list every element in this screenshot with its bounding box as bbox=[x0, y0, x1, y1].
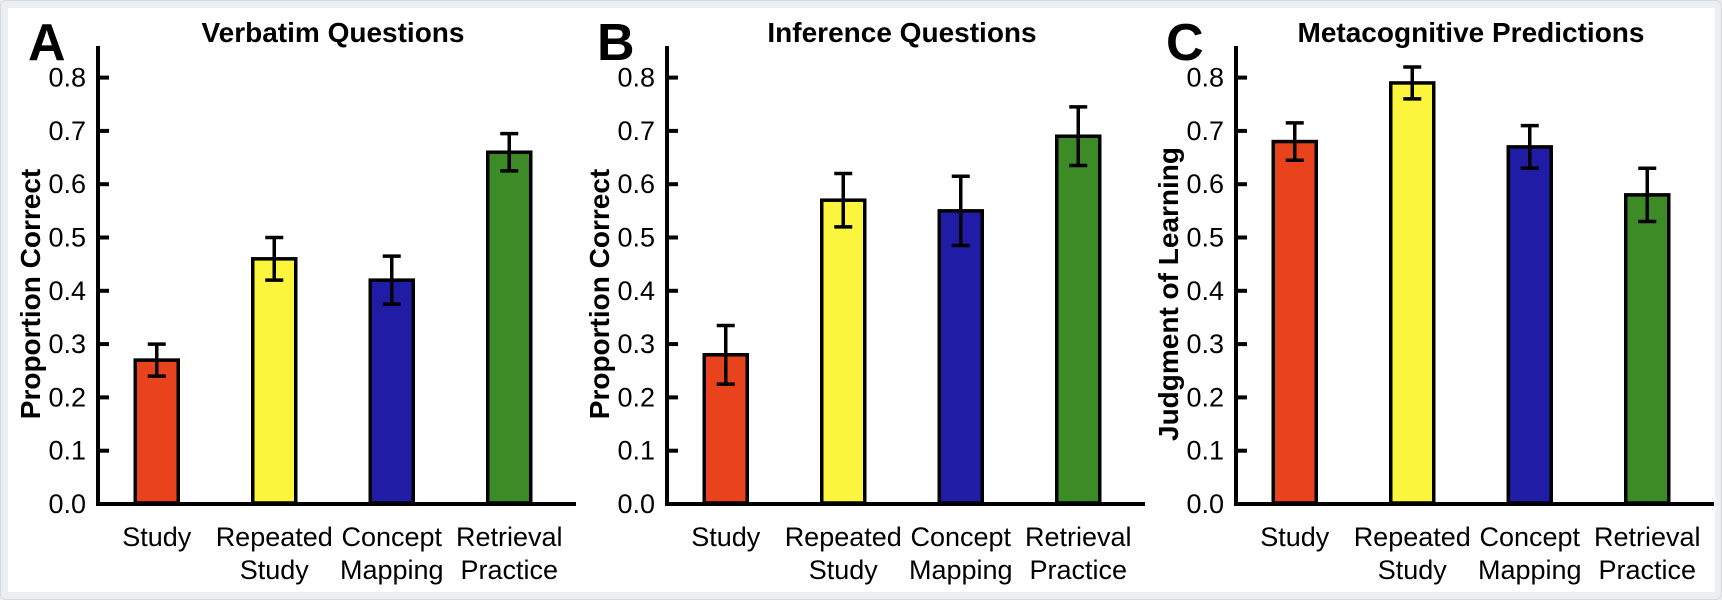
x-category-label-concept-mapping: Concept bbox=[1479, 522, 1580, 552]
x-category-label-study: Study bbox=[122, 522, 192, 552]
y-tick-label: 0.8 bbox=[617, 63, 655, 93]
y-tick-label: 0.7 bbox=[1186, 116, 1224, 146]
x-category-label-concept-mapping: Mapping bbox=[340, 555, 444, 585]
chart-verbatim-questions: A Verbatim Questions Proportion Correct 0.0… bbox=[15, 14, 576, 585]
x-category-label-retrieval-practice: Practice bbox=[460, 555, 558, 585]
bar-concept-mapping bbox=[937, 209, 984, 505]
y-axis-label: Proportion Correct bbox=[584, 169, 615, 419]
x-category-label-repeated-study: Repeated bbox=[785, 522, 902, 552]
y-tick-label: 0.2 bbox=[1186, 382, 1224, 412]
y-tick-label: 0.5 bbox=[1186, 223, 1224, 253]
x-category-label-repeated-study: Study bbox=[809, 555, 879, 585]
chart-title: Metacognitive Predictions bbox=[1298, 17, 1645, 48]
y-tick-label: 0.4 bbox=[617, 276, 655, 306]
y-tick-label: 0.0 bbox=[1186, 489, 1224, 519]
chart-title: Inference Questions bbox=[767, 17, 1036, 48]
y-tick-label: 0.6 bbox=[1186, 169, 1224, 199]
bar-study bbox=[133, 358, 180, 505]
bar-retrieval-practice bbox=[1624, 193, 1671, 505]
y-tick-label: 0.2 bbox=[48, 382, 86, 412]
x-category-label-concept-mapping: Mapping bbox=[1478, 555, 1582, 585]
x-category-label-repeated-study: Study bbox=[240, 555, 310, 585]
y-tick-label: 0.0 bbox=[617, 489, 655, 519]
chart-title: Verbatim Questions bbox=[202, 17, 465, 48]
y-axis-label: Judgment of Learning bbox=[1153, 147, 1184, 441]
y-tick-label: 0.2 bbox=[617, 382, 655, 412]
x-category-label-concept-mapping: Concept bbox=[910, 522, 1011, 552]
x-category-label-study: Study bbox=[1260, 522, 1330, 552]
x-category-label-concept-mapping: Mapping bbox=[909, 555, 1013, 585]
y-tick-label: 0.3 bbox=[48, 329, 86, 359]
y-tick-label: 0.1 bbox=[1186, 436, 1224, 466]
figure-canvas: A Verbatim Questions Proportion Correct 0.0… bbox=[8, 8, 1715, 592]
y-tick-label: 0.7 bbox=[617, 116, 655, 146]
y-tick-label: 0.8 bbox=[1186, 63, 1224, 93]
x-category-label-retrieval-practice: Practice bbox=[1029, 555, 1127, 585]
bar-concept-mapping bbox=[1506, 145, 1553, 505]
x-category-label-retrieval-practice: Retrieval bbox=[1025, 522, 1132, 552]
y-tick-label: 0.5 bbox=[48, 223, 86, 253]
x-category-label-retrieval-practice: Practice bbox=[1598, 555, 1696, 585]
bar-repeated-study bbox=[820, 198, 867, 505]
y-tick-label: 0.7 bbox=[48, 116, 86, 146]
x-category-label-retrieval-practice: Retrieval bbox=[1594, 522, 1701, 552]
panel-letter: B bbox=[597, 14, 635, 72]
y-tick-label: 0.3 bbox=[1186, 329, 1224, 359]
panel-letter: A bbox=[28, 14, 66, 72]
panel-b: B Inference Questions Proportion Correct 0.… bbox=[577, 8, 1146, 592]
bar-study bbox=[1271, 139, 1318, 505]
y-axis-label: Proportion Correct bbox=[15, 169, 46, 419]
chart-metacognitive-predictions: C Metacognitive Predictions Judgment of Le… bbox=[1153, 14, 1714, 585]
bar-repeated-study bbox=[251, 257, 298, 505]
x-category-label-repeated-study: Repeated bbox=[216, 522, 333, 552]
panel-a: A Verbatim Questions Proportion Correct 0.0… bbox=[8, 8, 577, 592]
x-category-label-repeated-study: Repeated bbox=[1354, 522, 1471, 552]
y-tick-label: 0.3 bbox=[617, 329, 655, 359]
x-category-label-retrieval-practice: Retrieval bbox=[456, 522, 563, 552]
panel-letter: C bbox=[1166, 14, 1204, 72]
bar-repeated-study bbox=[1389, 81, 1436, 505]
y-tick-label: 0.6 bbox=[48, 169, 86, 199]
bar-retrieval-practice bbox=[1055, 134, 1102, 505]
x-category-label-study: Study bbox=[691, 522, 761, 552]
bar-concept-mapping bbox=[368, 278, 415, 505]
y-tick-label: 0.0 bbox=[48, 489, 86, 519]
y-tick-label: 0.1 bbox=[48, 436, 86, 466]
x-category-label-concept-mapping: Concept bbox=[341, 522, 442, 552]
y-tick-label: 0.8 bbox=[48, 63, 86, 93]
y-tick-label: 0.5 bbox=[617, 223, 655, 253]
y-tick-label: 0.4 bbox=[1186, 276, 1224, 306]
x-category-label-repeated-study: Study bbox=[1378, 555, 1448, 585]
y-tick-label: 0.6 bbox=[617, 169, 655, 199]
panel-c: C Metacognitive Predictions Judgment of Le… bbox=[1146, 8, 1715, 592]
y-tick-label: 0.1 bbox=[617, 436, 655, 466]
bar-retrieval-practice bbox=[486, 150, 533, 505]
y-tick-label: 0.4 bbox=[48, 276, 86, 306]
